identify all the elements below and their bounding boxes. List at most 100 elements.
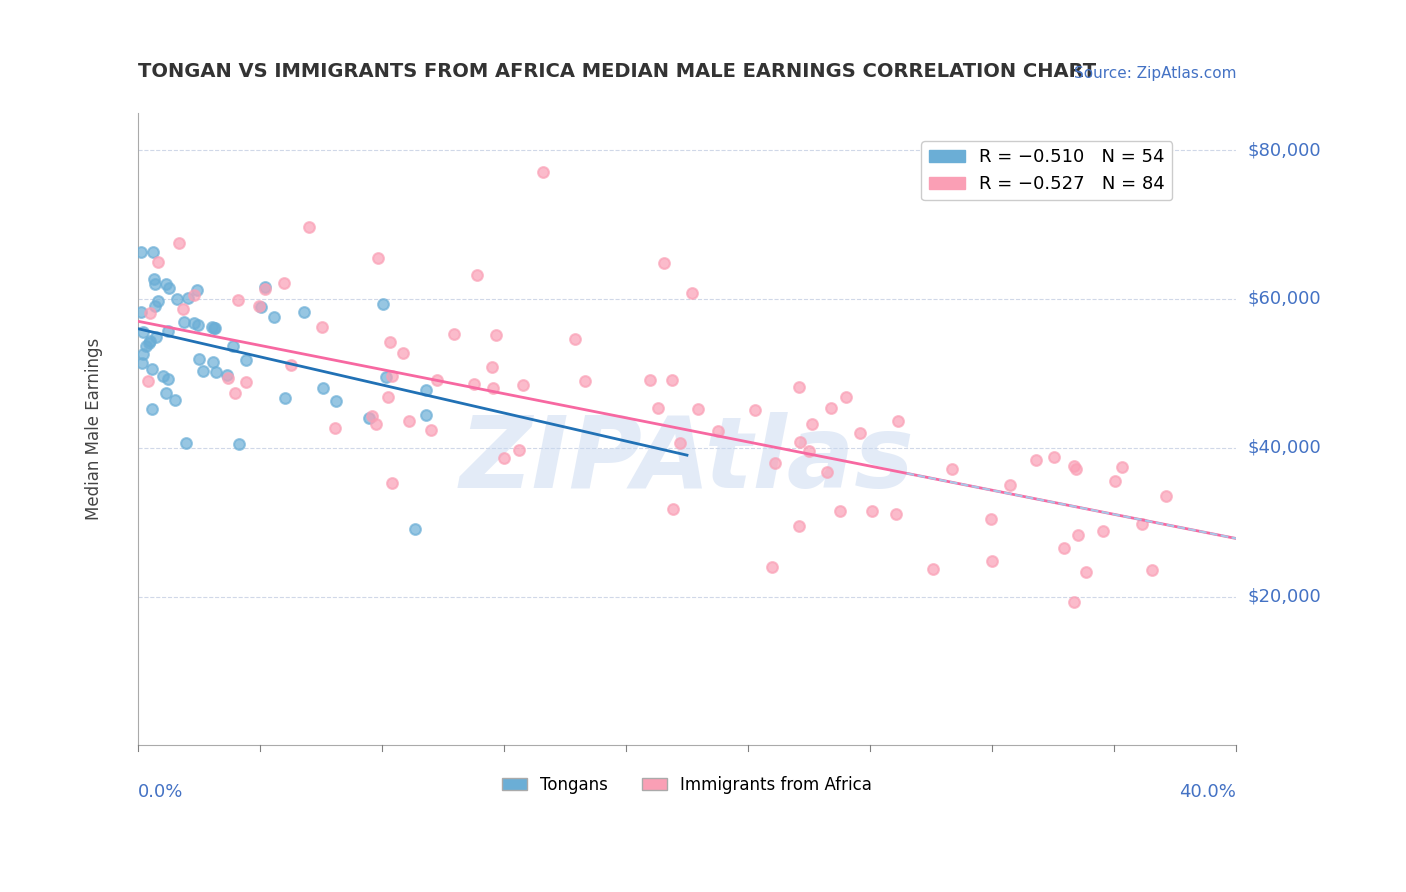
Point — [187, 318, 209, 333]
Point — [1063, 458, 1085, 473]
Point — [465, 268, 488, 283]
Point — [146, 255, 169, 269]
Point — [941, 462, 963, 476]
Point — [688, 402, 710, 417]
Point — [273, 276, 295, 290]
Point — [980, 512, 1002, 526]
Point — [141, 362, 163, 376]
Point — [415, 383, 437, 397]
Point — [789, 434, 811, 449]
Point — [371, 296, 394, 310]
Point — [183, 316, 205, 330]
Point — [132, 347, 155, 361]
Point — [146, 294, 169, 309]
Point — [143, 272, 166, 286]
Point — [662, 502, 685, 516]
Point — [360, 409, 382, 424]
Point — [797, 444, 820, 458]
Point — [834, 390, 856, 404]
Point — [1053, 541, 1076, 555]
Point — [1130, 517, 1153, 532]
Point — [173, 315, 195, 329]
Point — [848, 426, 870, 441]
Point — [139, 334, 162, 349]
Text: 0.0%: 0.0% — [138, 783, 183, 801]
Point — [820, 401, 842, 415]
Point — [463, 377, 485, 392]
Point — [681, 286, 703, 301]
Point — [253, 280, 276, 294]
Point — [131, 356, 153, 370]
Point — [129, 245, 152, 260]
Point — [280, 358, 302, 372]
Point — [789, 380, 811, 394]
Text: ZIPAtlas: ZIPAtlas — [460, 412, 914, 509]
Point — [922, 562, 945, 576]
Point — [205, 365, 228, 379]
Point — [167, 235, 190, 250]
Point — [202, 354, 225, 368]
Point — [204, 320, 226, 334]
Point — [492, 450, 515, 465]
Point — [1066, 528, 1088, 542]
Point — [638, 373, 661, 387]
Point — [884, 507, 907, 521]
Point — [1104, 474, 1126, 488]
Point — [744, 403, 766, 417]
Point — [247, 299, 270, 313]
Point — [249, 300, 271, 314]
Point — [419, 423, 441, 437]
Text: TONGAN VS IMMIGRANTS FROM AFRICA MEDIAN MALE EARNINGS CORRELATION CHART: TONGAN VS IMMIGRANTS FROM AFRICA MEDIAN … — [138, 62, 1097, 81]
Point — [860, 504, 883, 518]
Point — [512, 377, 534, 392]
Point — [887, 414, 910, 428]
Point — [367, 251, 389, 265]
Point — [481, 359, 503, 374]
Point — [1154, 490, 1177, 504]
Point — [172, 301, 194, 316]
Point — [224, 386, 246, 401]
Point — [574, 375, 596, 389]
Point — [531, 165, 554, 179]
Point — [191, 364, 214, 378]
Point — [156, 372, 179, 386]
Point — [391, 346, 413, 360]
Point — [357, 411, 380, 425]
Text: 40.0%: 40.0% — [1180, 783, 1236, 801]
Point — [661, 373, 683, 387]
Point — [155, 277, 177, 292]
Point — [155, 385, 177, 400]
Text: $20,000: $20,000 — [1247, 588, 1320, 606]
Point — [405, 522, 427, 536]
Text: $60,000: $60,000 — [1247, 290, 1320, 308]
Point — [157, 281, 180, 295]
Point — [152, 369, 174, 384]
Point — [183, 288, 205, 302]
Point — [143, 277, 166, 291]
Text: Source: ZipAtlas.com: Source: ZipAtlas.com — [1074, 66, 1236, 81]
Text: Median Male Earnings: Median Male Earnings — [84, 338, 103, 520]
Point — [508, 442, 530, 457]
Point — [381, 475, 404, 490]
Point — [165, 392, 187, 407]
Point — [1091, 524, 1114, 538]
Point — [166, 292, 188, 306]
Point — [222, 339, 245, 353]
Point — [484, 328, 506, 343]
Point — [415, 408, 437, 422]
Point — [377, 390, 399, 404]
Point — [800, 417, 823, 431]
Point — [139, 305, 162, 319]
Point — [1063, 595, 1085, 609]
Point — [828, 503, 851, 517]
Point — [226, 293, 249, 307]
Point — [482, 381, 505, 395]
Point — [443, 327, 465, 342]
Point — [156, 324, 179, 338]
Point — [325, 394, 347, 409]
Point — [143, 299, 166, 313]
Point — [1064, 462, 1087, 476]
Point — [312, 382, 335, 396]
Point — [129, 305, 152, 319]
Point — [174, 436, 197, 450]
